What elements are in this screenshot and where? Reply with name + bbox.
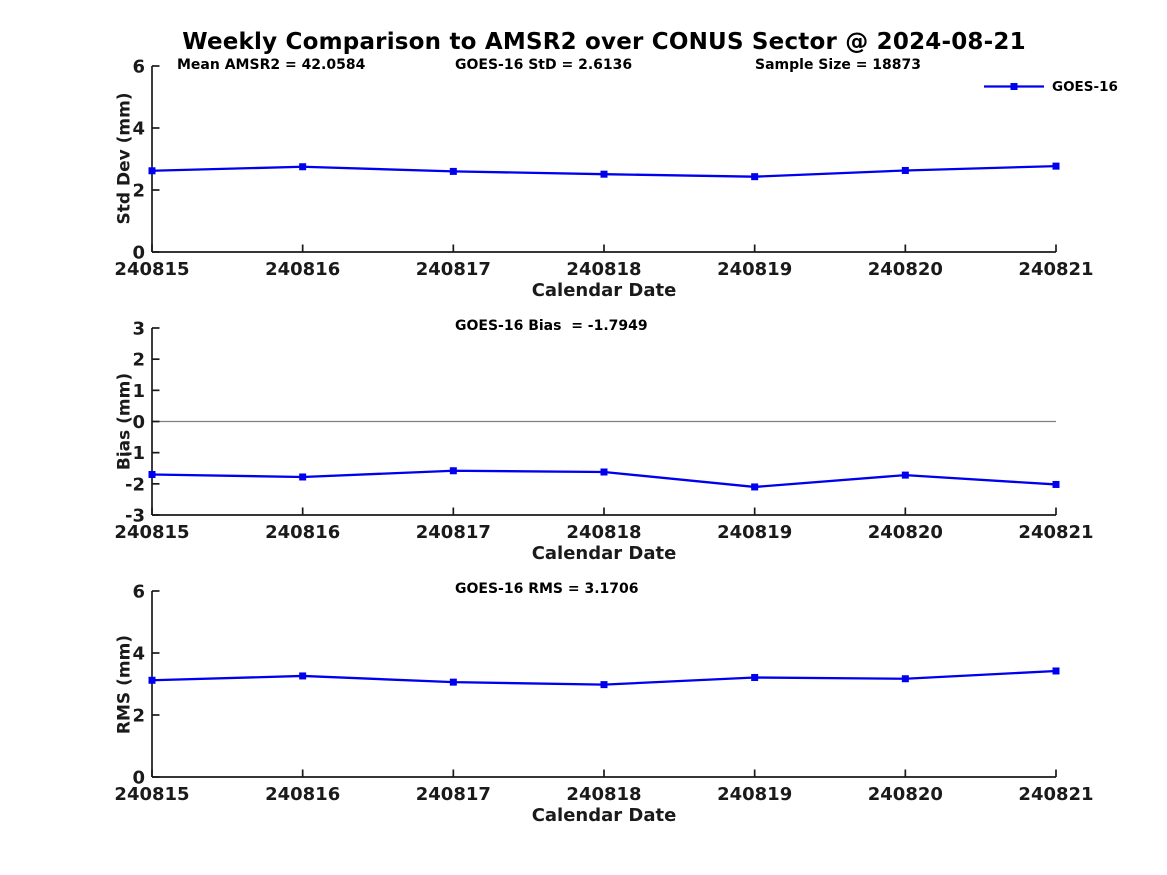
data-marker	[449, 467, 457, 475]
x-tick-label: 240816	[265, 522, 340, 543]
data-marker	[449, 678, 457, 686]
data-marker	[148, 470, 156, 478]
data-marker	[600, 468, 608, 476]
data-marker	[901, 675, 909, 683]
y-tick-label: 0	[132, 768, 145, 789]
y-tick-label: 0	[132, 243, 145, 264]
x-tick-label: 240817	[416, 784, 491, 805]
y-tick-label: 6	[132, 582, 145, 603]
data-marker	[1052, 480, 1060, 488]
x-tick-label: 240815	[114, 784, 189, 805]
x-tick-label: 240821	[1018, 522, 1093, 543]
x-tick-label: 240815	[114, 259, 189, 280]
x-tick-label: 240819	[717, 522, 792, 543]
y-tick-label: 0	[132, 412, 145, 433]
std-dev-chart: 0 2 4 6 240815 240816 240817 240818 240819 240820…	[114, 57, 1093, 281]
y-tick-label: 4	[132, 644, 145, 665]
y-tick-label: 3	[132, 319, 145, 340]
y-tick-label: 2	[132, 350, 145, 371]
stat-mean-amsr2: Mean AMSR2 = 42.0584	[177, 57, 366, 73]
stat-sample-size: Sample Size = 18873	[755, 57, 922, 73]
y-tick-label: 6	[132, 57, 145, 78]
y-tick-label: 2	[132, 706, 145, 727]
data-marker	[299, 672, 307, 680]
bias-chart: -3 -2 -1 0 1 2 3 240815 240816 240817 240818 240819…	[114, 319, 1093, 544]
y-tick-label: -2	[125, 474, 145, 495]
x-tick-label: 240819	[717, 259, 792, 280]
y-tick-label: -1	[125, 443, 145, 464]
stat-goes16-bias: GOES-16 Bias = -1.7949	[455, 318, 648, 334]
x-tick-label: 240820	[868, 522, 943, 543]
data-marker	[751, 673, 759, 681]
x-tick-label: 240817	[416, 522, 491, 543]
data-marker	[751, 173, 759, 181]
x-tick-label: 240816	[265, 259, 340, 280]
x-tick-label: 240816	[265, 784, 340, 805]
x-tick-label: 240818	[566, 522, 641, 543]
y-tick-label: 4	[132, 119, 145, 140]
figure-title: Weekly Comparison to AMSR2 over CONUS Se…	[182, 29, 1026, 55]
stat-goes16-rms: GOES-16 RMS = 3.1706	[455, 581, 639, 597]
xlabel-calendar-date-3: Calendar Date	[531, 805, 677, 826]
data-marker	[901, 471, 909, 479]
rms-chart: 0 2 4 6 240815 240816 240817 240818 240819 240820…	[114, 582, 1093, 806]
xlabel-calendar-date-2: Calendar Date	[531, 543, 677, 564]
data-marker	[299, 473, 307, 481]
xlabel-calendar-date-1: Calendar Date	[531, 280, 677, 301]
y-tick-label: -3	[125, 506, 145, 527]
data-marker	[1052, 667, 1060, 675]
data-marker	[299, 163, 307, 171]
legend: GOES-16	[983, 78, 1118, 95]
data-marker	[600, 681, 608, 689]
data-marker	[449, 167, 457, 175]
x-tick-label: 240815	[114, 522, 189, 543]
x-tick-label: 240820	[868, 259, 943, 280]
x-tick-label: 240821	[1018, 784, 1093, 805]
x-tick-label: 240818	[566, 259, 641, 280]
data-marker	[148, 167, 156, 175]
data-marker	[148, 676, 156, 684]
legend-line-icon	[984, 83, 1044, 90]
data-marker	[1052, 162, 1060, 170]
data-marker	[901, 166, 909, 174]
x-tick-label: 240819	[717, 784, 792, 805]
y-tick-label: 2	[132, 181, 145, 202]
y-tick-label: 1	[132, 381, 145, 402]
stat-goes16-std: GOES-16 StD = 2.6136	[455, 57, 633, 73]
x-tick-label: 240821	[1018, 259, 1093, 280]
legend-label: GOES-16	[1052, 78, 1118, 95]
x-tick-label: 240820	[868, 784, 943, 805]
data-marker	[751, 483, 759, 491]
data-marker	[600, 170, 608, 178]
x-tick-label: 240817	[416, 259, 491, 280]
x-tick-label: 240818	[566, 784, 641, 805]
